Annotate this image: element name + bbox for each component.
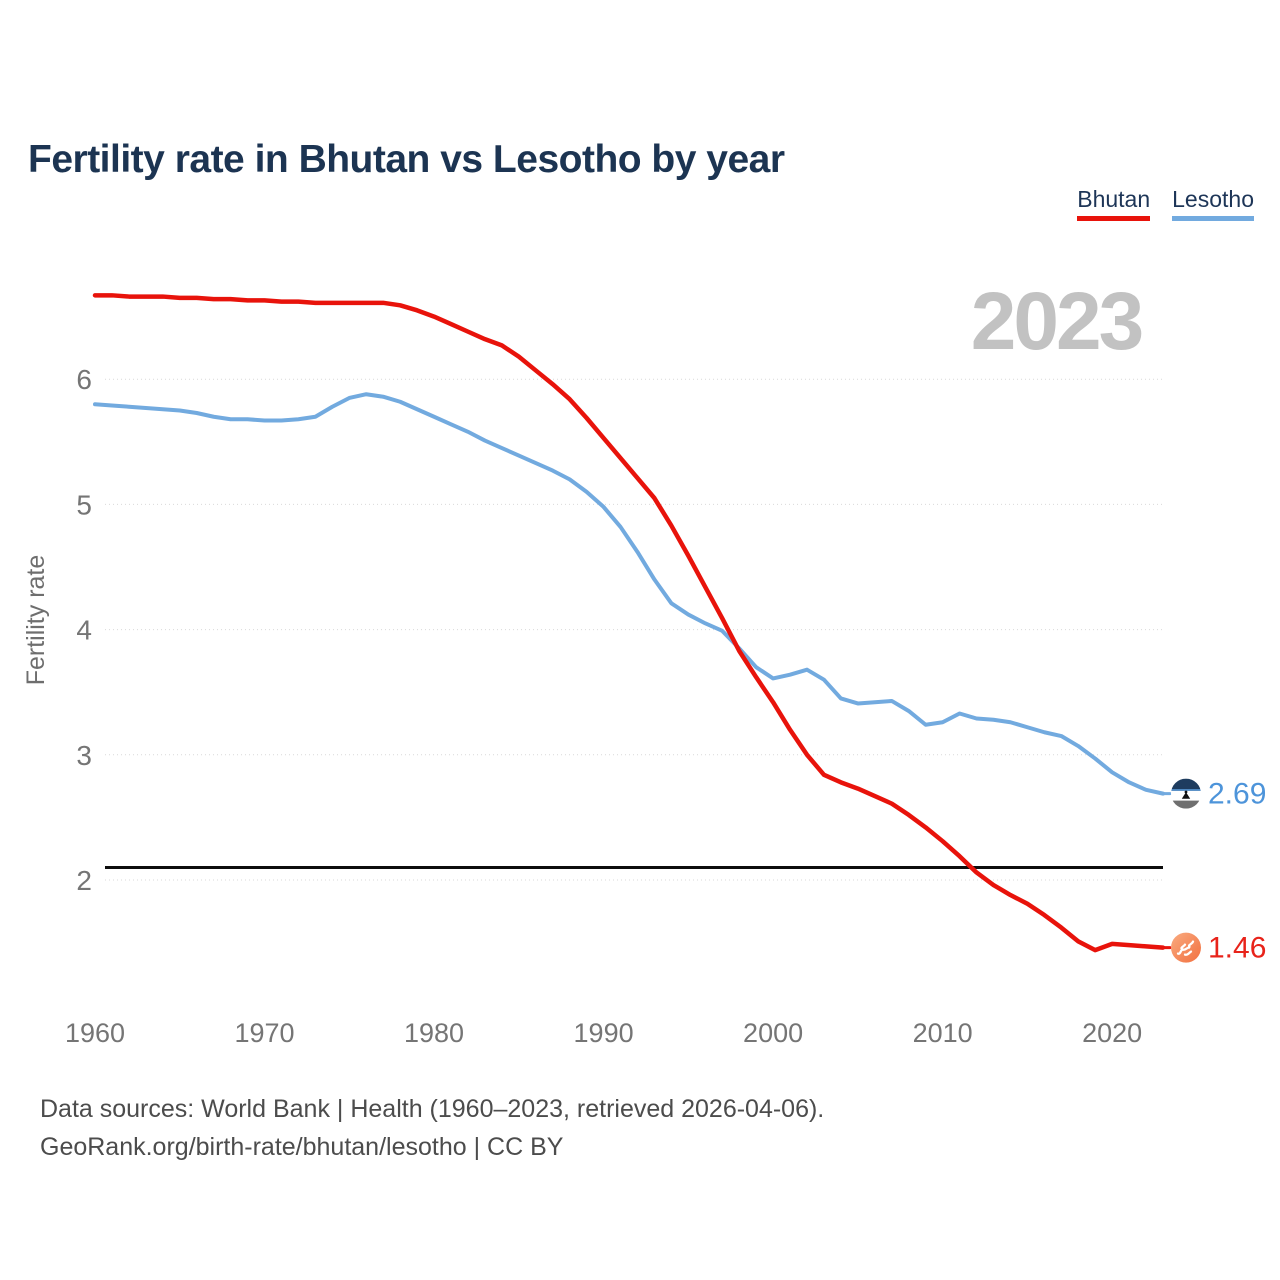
y-tick-label: 2 (76, 865, 92, 896)
y-axis-title: Fertility rate (22, 555, 50, 686)
y-tick-label: 5 (76, 489, 92, 520)
legend-item-bhutan[interactable]: Bhutan (1077, 186, 1151, 221)
end-value-lesotho: 2.69 (1208, 778, 1266, 811)
year-watermark: 2023 (971, 276, 1142, 367)
footer-data-sources: Data sources: World Bank | Health (1960–… (40, 1095, 825, 1123)
y-tick-label: 3 (76, 740, 92, 771)
x-tick-label: 1980 (404, 1018, 464, 1048)
bhutan-flag-icon (1171, 932, 1201, 963)
x-tick-label: 1970 (234, 1018, 294, 1048)
end-value-bhutan: 1.46 (1208, 932, 1266, 965)
line-bhutan (92, 293, 1166, 953)
footer-attribution: GeoRank.org/birth-rate/bhutan/lesotho | … (40, 1133, 564, 1161)
legend-item-lesotho[interactable]: Lesotho (1172, 186, 1254, 221)
chart-footer: Data sources: World Bank | Health (1960–… (40, 1090, 824, 1166)
line-lesotho (93, 392, 1165, 796)
x-tick-label: 2000 (743, 1018, 803, 1048)
x-tick-label: 1990 (574, 1018, 634, 1048)
x-tick-label: 1960 (65, 1018, 125, 1048)
chart-title: Fertility rate in Bhutan vs Lesotho by y… (28, 138, 785, 182)
y-tick-label: 4 (76, 615, 92, 646)
lesotho-flag-icon (1171, 778, 1201, 809)
legend: Bhutan Lesotho (1077, 186, 1254, 221)
x-tick-label: 2010 (913, 1018, 973, 1048)
x-tick-label: 2020 (1082, 1018, 1142, 1048)
y-tick-label: 6 (76, 364, 92, 395)
